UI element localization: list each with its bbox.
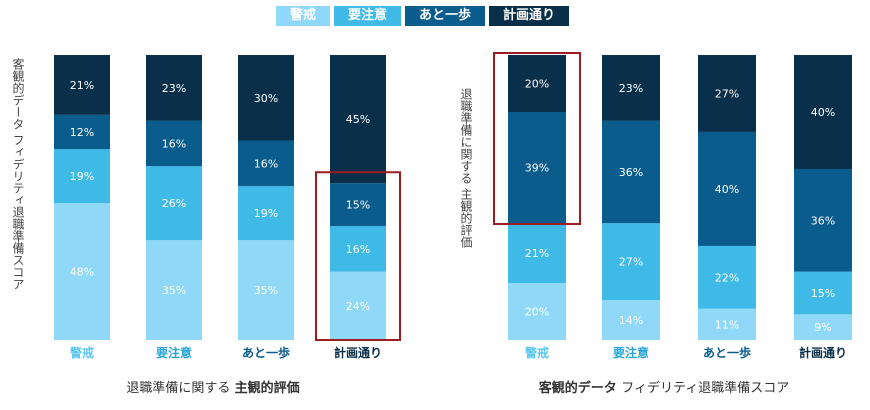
axis-title-part: フィデリティ退職準備スコア	[621, 380, 789, 396]
axis-title-part: 退職準備に関する	[126, 380, 234, 396]
chart2-data-label: 22%	[715, 271, 739, 284]
chart2-data-label: 14%	[619, 314, 643, 327]
chart2-bar-segment	[794, 271, 852, 315]
chart1-bar-segment	[54, 149, 110, 204]
chart2-data-label: 23%	[619, 82, 643, 95]
legend-item-alert: 警戒	[276, 6, 331, 26]
chart2-bar-segment	[698, 245, 756, 309]
chart2-data-label: 27%	[619, 256, 643, 269]
chart2-data-label: 9%	[814, 321, 831, 334]
chart2-y-axis-label: 退職準備に関する 主観的評価	[459, 88, 473, 248]
chart1-data-label: 45%	[346, 113, 370, 126]
chart1-bar-segment	[146, 240, 202, 340]
chart1-data-label: 26%	[162, 197, 186, 210]
chart1-bar-segment	[330, 183, 386, 226]
chart2-category-label: あと一歩	[703, 345, 751, 360]
chart2-data-label: 36%	[811, 214, 835, 227]
chart1-data-label: 15%	[346, 199, 370, 212]
chart2-category-label: 警戒	[524, 345, 549, 360]
chart2-bar-segment	[602, 223, 660, 301]
chart2-category-label: 要注意	[613, 345, 649, 360]
chart1-category-label: あと一歩	[242, 345, 290, 360]
legend-item-almost: あと一歩	[405, 6, 486, 26]
chart1-bar-segment	[330, 55, 386, 184]
legend: 警戒 要注意 あと一歩 計画通り	[276, 6, 570, 26]
chart2-data-label: 15%	[811, 287, 835, 300]
chart2-bar-segment	[602, 300, 660, 340]
chart2-bar-segment	[794, 169, 852, 272]
chart1-bar-segment	[238, 140, 294, 187]
chart1-data-label: 16%	[346, 243, 370, 256]
chart1-bar-segment	[146, 120, 202, 167]
chart1-data-label: 19%	[254, 207, 278, 220]
axis-title-part: 主観的評価	[235, 380, 300, 396]
chart2-bar-segment	[508, 55, 566, 112]
chart2-category-label: 計画通り	[799, 345, 847, 360]
chart1-bar-segment	[238, 55, 294, 141]
chart2-bar-segment	[794, 55, 852, 169]
chart2-x-axis-title: 客観的データ フィデリティ退職準備スコア	[539, 380, 790, 396]
chart2-bar-segment	[508, 223, 566, 283]
chart1-bar-segment	[146, 55, 202, 121]
chart1-data-label: 16%	[162, 137, 186, 150]
chart1-data-label: 19%	[70, 170, 94, 183]
chart1-bar-segment	[54, 203, 110, 340]
chart2-highlight-box	[493, 52, 581, 225]
chart1-bar-segment	[330, 271, 386, 340]
chart1-bar-segment	[54, 55, 110, 115]
axis-title-part: 客観的データ	[539, 380, 622, 396]
chart2-bar-segment	[602, 55, 660, 121]
chart2-bar-segment	[508, 112, 566, 224]
chart1-x-axis-title: 退職準備に関する 主観的評価	[126, 380, 299, 396]
chart1-data-label: 30%	[254, 92, 278, 105]
chart1-category-label: 要注意	[156, 345, 192, 360]
chart2-data-label: 39%	[525, 162, 549, 175]
chart2-data-label: 40%	[811, 106, 835, 119]
chart1-data-label: 48%	[70, 266, 94, 279]
chart1-data-label: 21%	[70, 79, 94, 92]
chart1-y-axis-label: 客観的データ フィデリティ退職準備スコア	[11, 57, 25, 290]
chart1-data-label: 24%	[346, 300, 370, 313]
chart2-bar-segment	[698, 131, 756, 246]
chart2-bar-segment	[602, 120, 660, 224]
chart2-bar-segment	[794, 314, 852, 340]
chart2-data-label: 40%	[715, 183, 739, 196]
chart2-data-label: 36%	[619, 166, 643, 179]
chart1-data-label: 16%	[254, 157, 278, 170]
legend-item-caution: 要注意	[334, 6, 402, 26]
chart2-data-label: 20%	[525, 78, 549, 91]
chart2-bar-segment	[508, 283, 566, 340]
chart1-bar-segment	[330, 226, 386, 272]
chart1-bar-segment	[238, 186, 294, 241]
chart1-data-label: 35%	[254, 284, 278, 297]
chart1-bar-segment	[54, 114, 110, 150]
chart2-data-label: 27%	[715, 87, 739, 100]
chart2-bar-segment	[698, 308, 756, 340]
chart1-bar-segment	[146, 166, 202, 241]
chart2-bar-segment	[698, 55, 756, 132]
chart1-data-label: 35%	[162, 284, 186, 297]
chart2-data-label: 20%	[525, 306, 549, 319]
chart1-data-label: 23%	[162, 82, 186, 95]
chart1-highlight-box	[315, 171, 401, 341]
chart1-data-label: 12%	[70, 126, 94, 139]
chart2-data-label: 11%	[715, 318, 739, 331]
chart1-category-label: 計画通り	[334, 345, 382, 360]
chart1-category-label: 警戒	[69, 345, 94, 360]
chart2-data-label: 21%	[525, 247, 549, 260]
legend-item-on-track: 計画通り	[489, 6, 570, 26]
chart1-bar-segment	[238, 240, 294, 340]
